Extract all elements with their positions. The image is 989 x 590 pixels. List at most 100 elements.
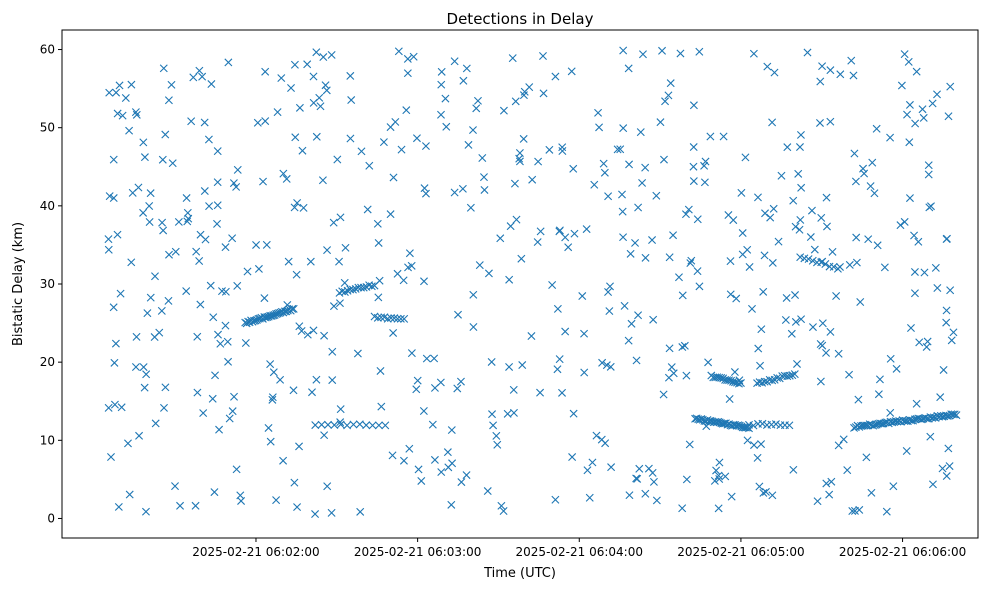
data-point	[604, 287, 613, 296]
data-point	[114, 502, 123, 511]
data-point	[534, 157, 543, 166]
data-point	[712, 418, 721, 427]
data-point	[750, 441, 759, 450]
data-point	[164, 296, 173, 305]
data-point	[125, 490, 134, 499]
data-point	[140, 383, 149, 392]
data-point	[605, 307, 614, 316]
data-point	[293, 198, 302, 207]
data-point	[949, 328, 958, 337]
data-point	[266, 360, 275, 369]
data-point	[787, 329, 796, 338]
data-point	[241, 338, 250, 347]
data-point	[756, 361, 765, 370]
data-point	[215, 425, 224, 434]
data-point	[656, 118, 665, 127]
data-point	[903, 110, 912, 119]
data-point	[619, 233, 628, 242]
data-point	[693, 267, 702, 276]
data-point	[160, 403, 168, 412]
data-point	[200, 187, 209, 196]
data-point	[761, 487, 770, 496]
data-point	[689, 143, 698, 152]
data-point	[204, 135, 213, 144]
data-point	[790, 370, 799, 379]
data-point	[276, 375, 285, 384]
data-point	[602, 361, 611, 370]
data-point	[904, 57, 913, 66]
data-point	[595, 123, 604, 132]
data-point	[827, 477, 836, 486]
data-point	[817, 258, 826, 267]
data-point	[944, 112, 953, 121]
data-point	[832, 292, 841, 301]
data-point	[254, 264, 263, 273]
data-point	[228, 234, 237, 243]
data-point	[110, 358, 119, 367]
data-point	[150, 333, 159, 342]
data-point	[794, 169, 803, 178]
data-point	[924, 170, 933, 179]
data-point	[886, 133, 895, 142]
data-point	[652, 191, 661, 200]
data-point	[139, 138, 148, 147]
data-point	[823, 222, 831, 231]
data-point	[763, 62, 772, 71]
data-point	[109, 194, 118, 203]
data-point	[117, 403, 126, 412]
data-point	[606, 362, 615, 371]
data-point	[785, 371, 794, 380]
data-point	[377, 402, 386, 411]
data-point	[684, 205, 693, 214]
data-point	[685, 440, 694, 449]
data-point	[518, 361, 527, 370]
data-point	[109, 303, 118, 312]
data-point	[353, 349, 362, 358]
data-point	[510, 179, 519, 188]
data-point	[902, 447, 911, 455]
data-point	[760, 377, 769, 386]
data-point	[931, 263, 940, 272]
data-point	[712, 466, 721, 475]
data-point	[875, 375, 884, 384]
data-point	[115, 81, 124, 90]
data-point	[536, 227, 545, 236]
data-point	[340, 278, 349, 287]
data-point	[341, 243, 350, 252]
data-point	[453, 384, 462, 393]
data-point	[201, 235, 210, 244]
data-point	[159, 226, 168, 235]
data-point	[743, 436, 752, 445]
data-point	[689, 177, 698, 186]
data-point	[492, 431, 501, 440]
data-point	[926, 432, 935, 441]
data-point	[781, 315, 790, 324]
data-point	[880, 263, 889, 272]
data-point	[104, 245, 113, 254]
data-point	[678, 291, 687, 300]
data-point	[758, 419, 767, 428]
data-point	[678, 504, 687, 513]
data-point	[413, 376, 422, 385]
data-point	[808, 323, 817, 332]
data-point	[414, 465, 423, 474]
data-point	[568, 453, 577, 462]
data-point	[374, 238, 383, 247]
data-point	[497, 501, 506, 510]
data-point	[318, 176, 327, 185]
data-point	[221, 287, 230, 296]
data-point	[346, 71, 355, 80]
data-point	[745, 262, 754, 271]
data-point	[295, 103, 304, 112]
data-point	[289, 304, 298, 313]
data-point	[479, 173, 488, 182]
data-point	[198, 72, 207, 81]
y-tick-label: 10	[40, 433, 55, 447]
data-point	[295, 322, 304, 331]
data-point	[390, 314, 399, 323]
data-point	[512, 215, 521, 224]
data-point	[783, 372, 792, 381]
data-point	[488, 410, 497, 419]
data-point	[450, 57, 459, 66]
